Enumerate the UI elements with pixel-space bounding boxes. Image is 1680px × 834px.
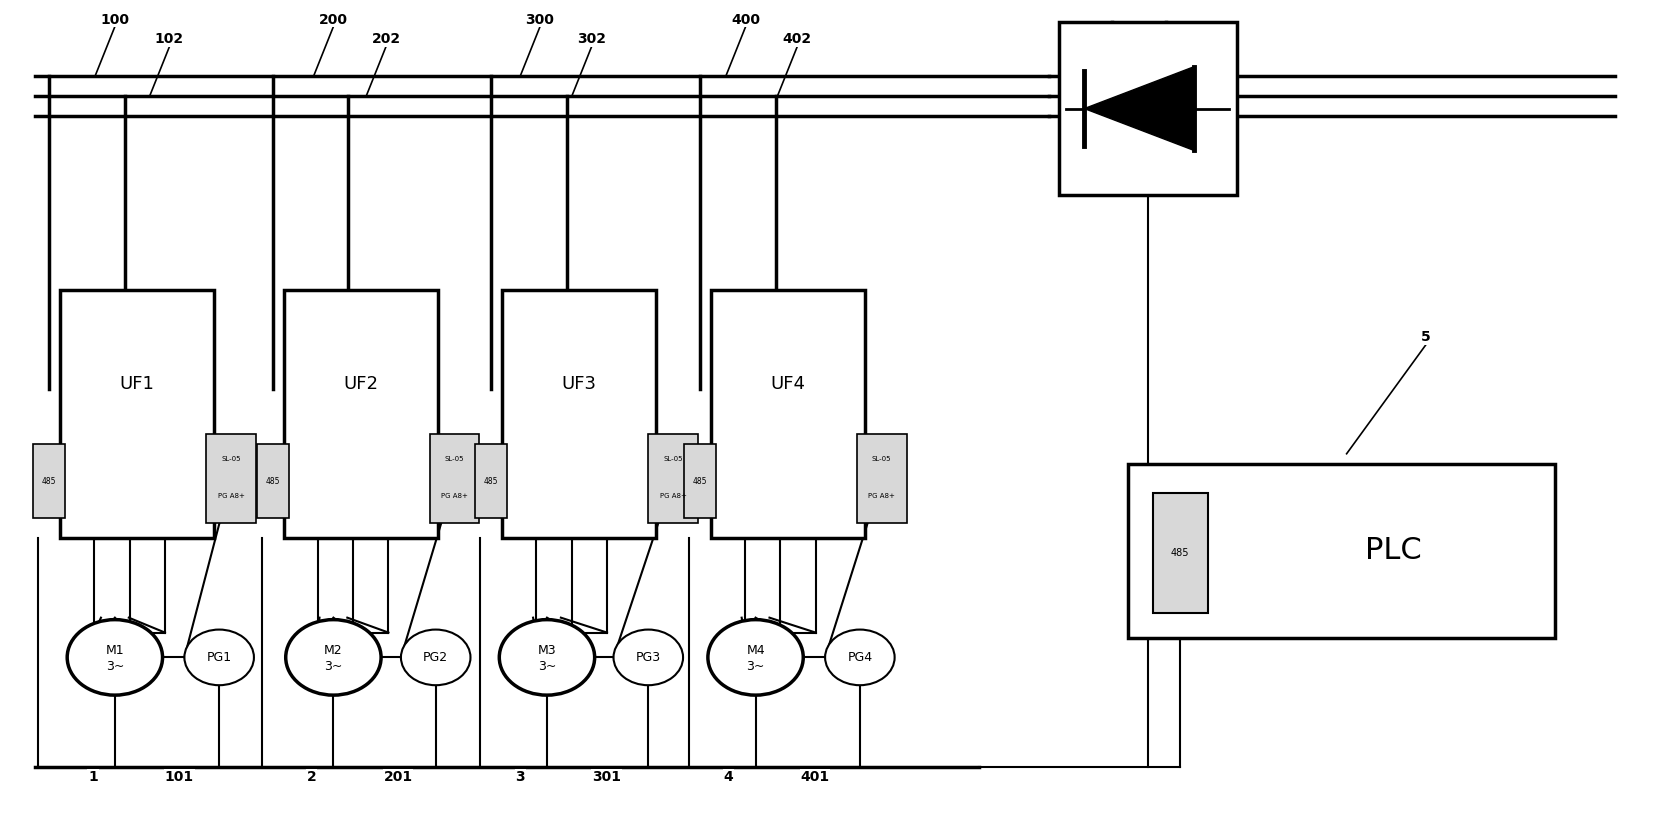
Text: 3~: 3~ (746, 660, 764, 673)
Bar (284, 290, 437, 538)
Text: M4: M4 (746, 644, 764, 657)
Text: 485: 485 (692, 476, 707, 485)
Text: 3~: 3~ (106, 660, 124, 673)
Text: PG4: PG4 (847, 651, 872, 664)
Text: 1: 1 (87, 770, 97, 783)
Ellipse shape (402, 630, 470, 686)
Text: 301: 301 (591, 770, 620, 783)
Bar (34, 444, 66, 518)
Text: M3: M3 (538, 644, 556, 657)
Text: PG3: PG3 (635, 651, 660, 664)
Bar (257, 444, 289, 518)
Text: UF3: UF3 (561, 375, 596, 393)
Text: M1: M1 (106, 644, 124, 657)
Ellipse shape (707, 620, 803, 695)
Ellipse shape (499, 620, 595, 695)
Text: PG A8+: PG A8+ (659, 494, 685, 500)
Text: PG2: PG2 (423, 651, 449, 664)
Bar (648, 434, 697, 523)
Text: UF4: UF4 (769, 375, 805, 393)
Text: 3: 3 (516, 770, 524, 783)
Bar (207, 434, 255, 523)
Text: M2: M2 (324, 644, 343, 657)
Text: PG A8+: PG A8+ (217, 494, 244, 500)
Ellipse shape (286, 620, 381, 695)
Text: PG A8+: PG A8+ (869, 494, 895, 500)
Text: 400: 400 (731, 13, 759, 27)
Text: PG A8+: PG A8+ (440, 494, 467, 500)
Text: 100: 100 (101, 13, 129, 27)
Text: 401: 401 (800, 770, 830, 783)
Text: PLC: PLC (1364, 536, 1420, 565)
Polygon shape (1084, 67, 1193, 150)
Text: UF1: UF1 (119, 375, 155, 393)
Bar (684, 444, 716, 518)
Bar (1127, 464, 1554, 637)
Bar (60, 290, 213, 538)
Bar (475, 444, 507, 518)
Text: SL-05: SL-05 (664, 456, 682, 462)
Text: 101: 101 (165, 770, 193, 783)
Ellipse shape (825, 630, 894, 686)
Text: 3~: 3~ (324, 660, 343, 673)
Text: 202: 202 (371, 33, 400, 47)
Bar (857, 434, 906, 523)
Ellipse shape (185, 630, 254, 686)
Text: SL-05: SL-05 (222, 456, 240, 462)
Bar (1152, 494, 1206, 613)
Ellipse shape (67, 620, 163, 695)
Text: 302: 302 (576, 33, 606, 47)
Text: SL-05: SL-05 (872, 456, 890, 462)
Text: 2: 2 (306, 770, 316, 783)
Bar (430, 434, 479, 523)
Text: 300: 300 (526, 13, 554, 27)
Text: 102: 102 (155, 33, 183, 47)
Text: 485: 485 (484, 476, 499, 485)
Text: UF2: UF2 (343, 375, 378, 393)
Text: 200: 200 (319, 13, 348, 27)
Text: 3~: 3~ (538, 660, 556, 673)
Text: PG1: PG1 (207, 651, 232, 664)
Ellipse shape (613, 630, 682, 686)
Bar (502, 290, 655, 538)
Text: 485: 485 (42, 476, 57, 485)
Text: 485: 485 (1171, 548, 1189, 558)
Text: 402: 402 (783, 33, 811, 47)
Text: SL-05: SL-05 (445, 456, 464, 462)
Text: 485: 485 (265, 476, 281, 485)
Text: 4: 4 (724, 770, 732, 783)
Text: 201: 201 (383, 770, 412, 783)
Bar (711, 290, 864, 538)
Bar (1058, 22, 1236, 195)
Text: 5: 5 (1420, 330, 1430, 344)
